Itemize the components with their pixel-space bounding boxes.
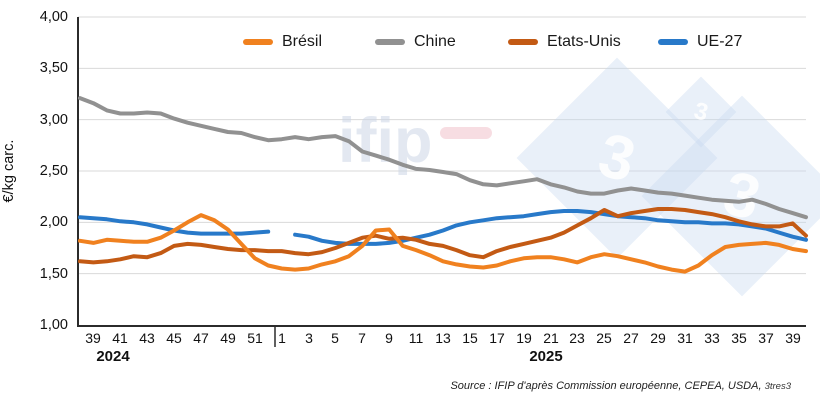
x-tick-label: 17 (489, 330, 505, 346)
x-tick-label: 19 (516, 330, 532, 346)
source-note: Source : IFIP d'après Commission europée… (450, 380, 791, 392)
y-tick-label: 1,00 (39, 317, 68, 333)
legend-label: Chine (414, 33, 456, 50)
x-tick-label: 39 (85, 330, 101, 346)
year-label-2025: 2025 (529, 348, 563, 365)
legend-swatch-icon (658, 39, 688, 45)
x-tick-label: 33 (704, 330, 720, 346)
x-tick-label: 23 (569, 330, 585, 346)
legend-item-etats-unis: Etats-Unis (508, 33, 621, 51)
ifip-watermark: ifip (338, 106, 432, 176)
series-line-br-sil (78, 213, 808, 274)
y-tick-label: 2,50 (39, 163, 68, 179)
x-tick-label: 15 (462, 330, 478, 346)
x-tick-label: 1 (278, 330, 286, 346)
y-tick-label: 2,00 (39, 214, 68, 231)
tres3-watermark-diamond (641, 95, 820, 297)
legend-label: UE-27 (697, 33, 743, 50)
legend-item-br-sil: Brésil (243, 33, 322, 51)
source-suffix-text: 3tres3 (764, 381, 791, 392)
x-tick-label: 21 (543, 330, 559, 346)
series-line-chine (78, 96, 808, 220)
y-tick-label: 4,00 (39, 9, 68, 25)
legend-label: Etats-Unis (547, 33, 621, 50)
y-axis-title: €/kg carc. (1, 139, 17, 203)
ifip-watermark-dash (440, 127, 492, 139)
x-tick-label: 13 (435, 330, 451, 346)
legend-item-chine: Chine (375, 33, 456, 51)
x-tick-label: 31 (677, 330, 693, 346)
legend-item-ue-27: UE-27 (658, 33, 742, 51)
legend-swatch-icon (508, 39, 538, 45)
x-tick-label: 41 (112, 330, 128, 346)
x-tick-label: 45 (166, 330, 182, 346)
x-tick-label: 35 (731, 330, 747, 346)
x-tick-label: 37 (758, 330, 774, 346)
tres3-watermark-digit: 3 (691, 97, 710, 126)
x-tick-label: 39 (785, 330, 801, 346)
chart-legend: Brésil Chine Etats-Unis UE-27 (0, 0, 820, 60)
x-tick-label: 9 (385, 330, 393, 346)
x-tick-label: 47 (193, 330, 209, 346)
x-tick-label: 11 (408, 330, 424, 346)
x-tick-label: 3 (305, 330, 313, 346)
y-tick-label: 3,50 (39, 60, 68, 77)
source-text: Source : IFIP d'après Commission europée… (450, 380, 762, 392)
x-tick-label: 29 (650, 330, 666, 346)
x-tick-label: 49 (220, 330, 236, 346)
series-line-etats-unis (78, 207, 808, 265)
x-tick-label: 51 (247, 330, 263, 346)
legend-label: Brésil (282, 33, 323, 50)
legend-swatch-icon (243, 39, 273, 45)
x-tick-label: 43 (139, 330, 155, 346)
legend-swatch-icon (375, 39, 405, 45)
x-tick-label: 25 (596, 330, 612, 346)
x-tick-label: 7 (358, 330, 366, 346)
year-label-2024: 2024 (96, 348, 130, 365)
y-tick-label: 1,50 (39, 265, 68, 282)
x-tick-label: 5 (331, 330, 339, 346)
y-tick-label: 3,00 (39, 111, 68, 128)
x-tick-label: 27 (623, 330, 639, 346)
